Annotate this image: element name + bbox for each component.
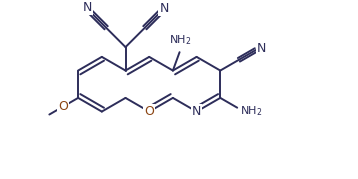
Text: N: N [192, 105, 201, 118]
Text: NH$_2$: NH$_2$ [169, 33, 192, 47]
Text: O: O [58, 100, 68, 113]
Text: N: N [160, 2, 169, 15]
Text: O: O [144, 105, 154, 118]
Text: N: N [83, 1, 92, 14]
Text: NH$_2$: NH$_2$ [240, 105, 263, 118]
Text: N: N [257, 42, 266, 55]
